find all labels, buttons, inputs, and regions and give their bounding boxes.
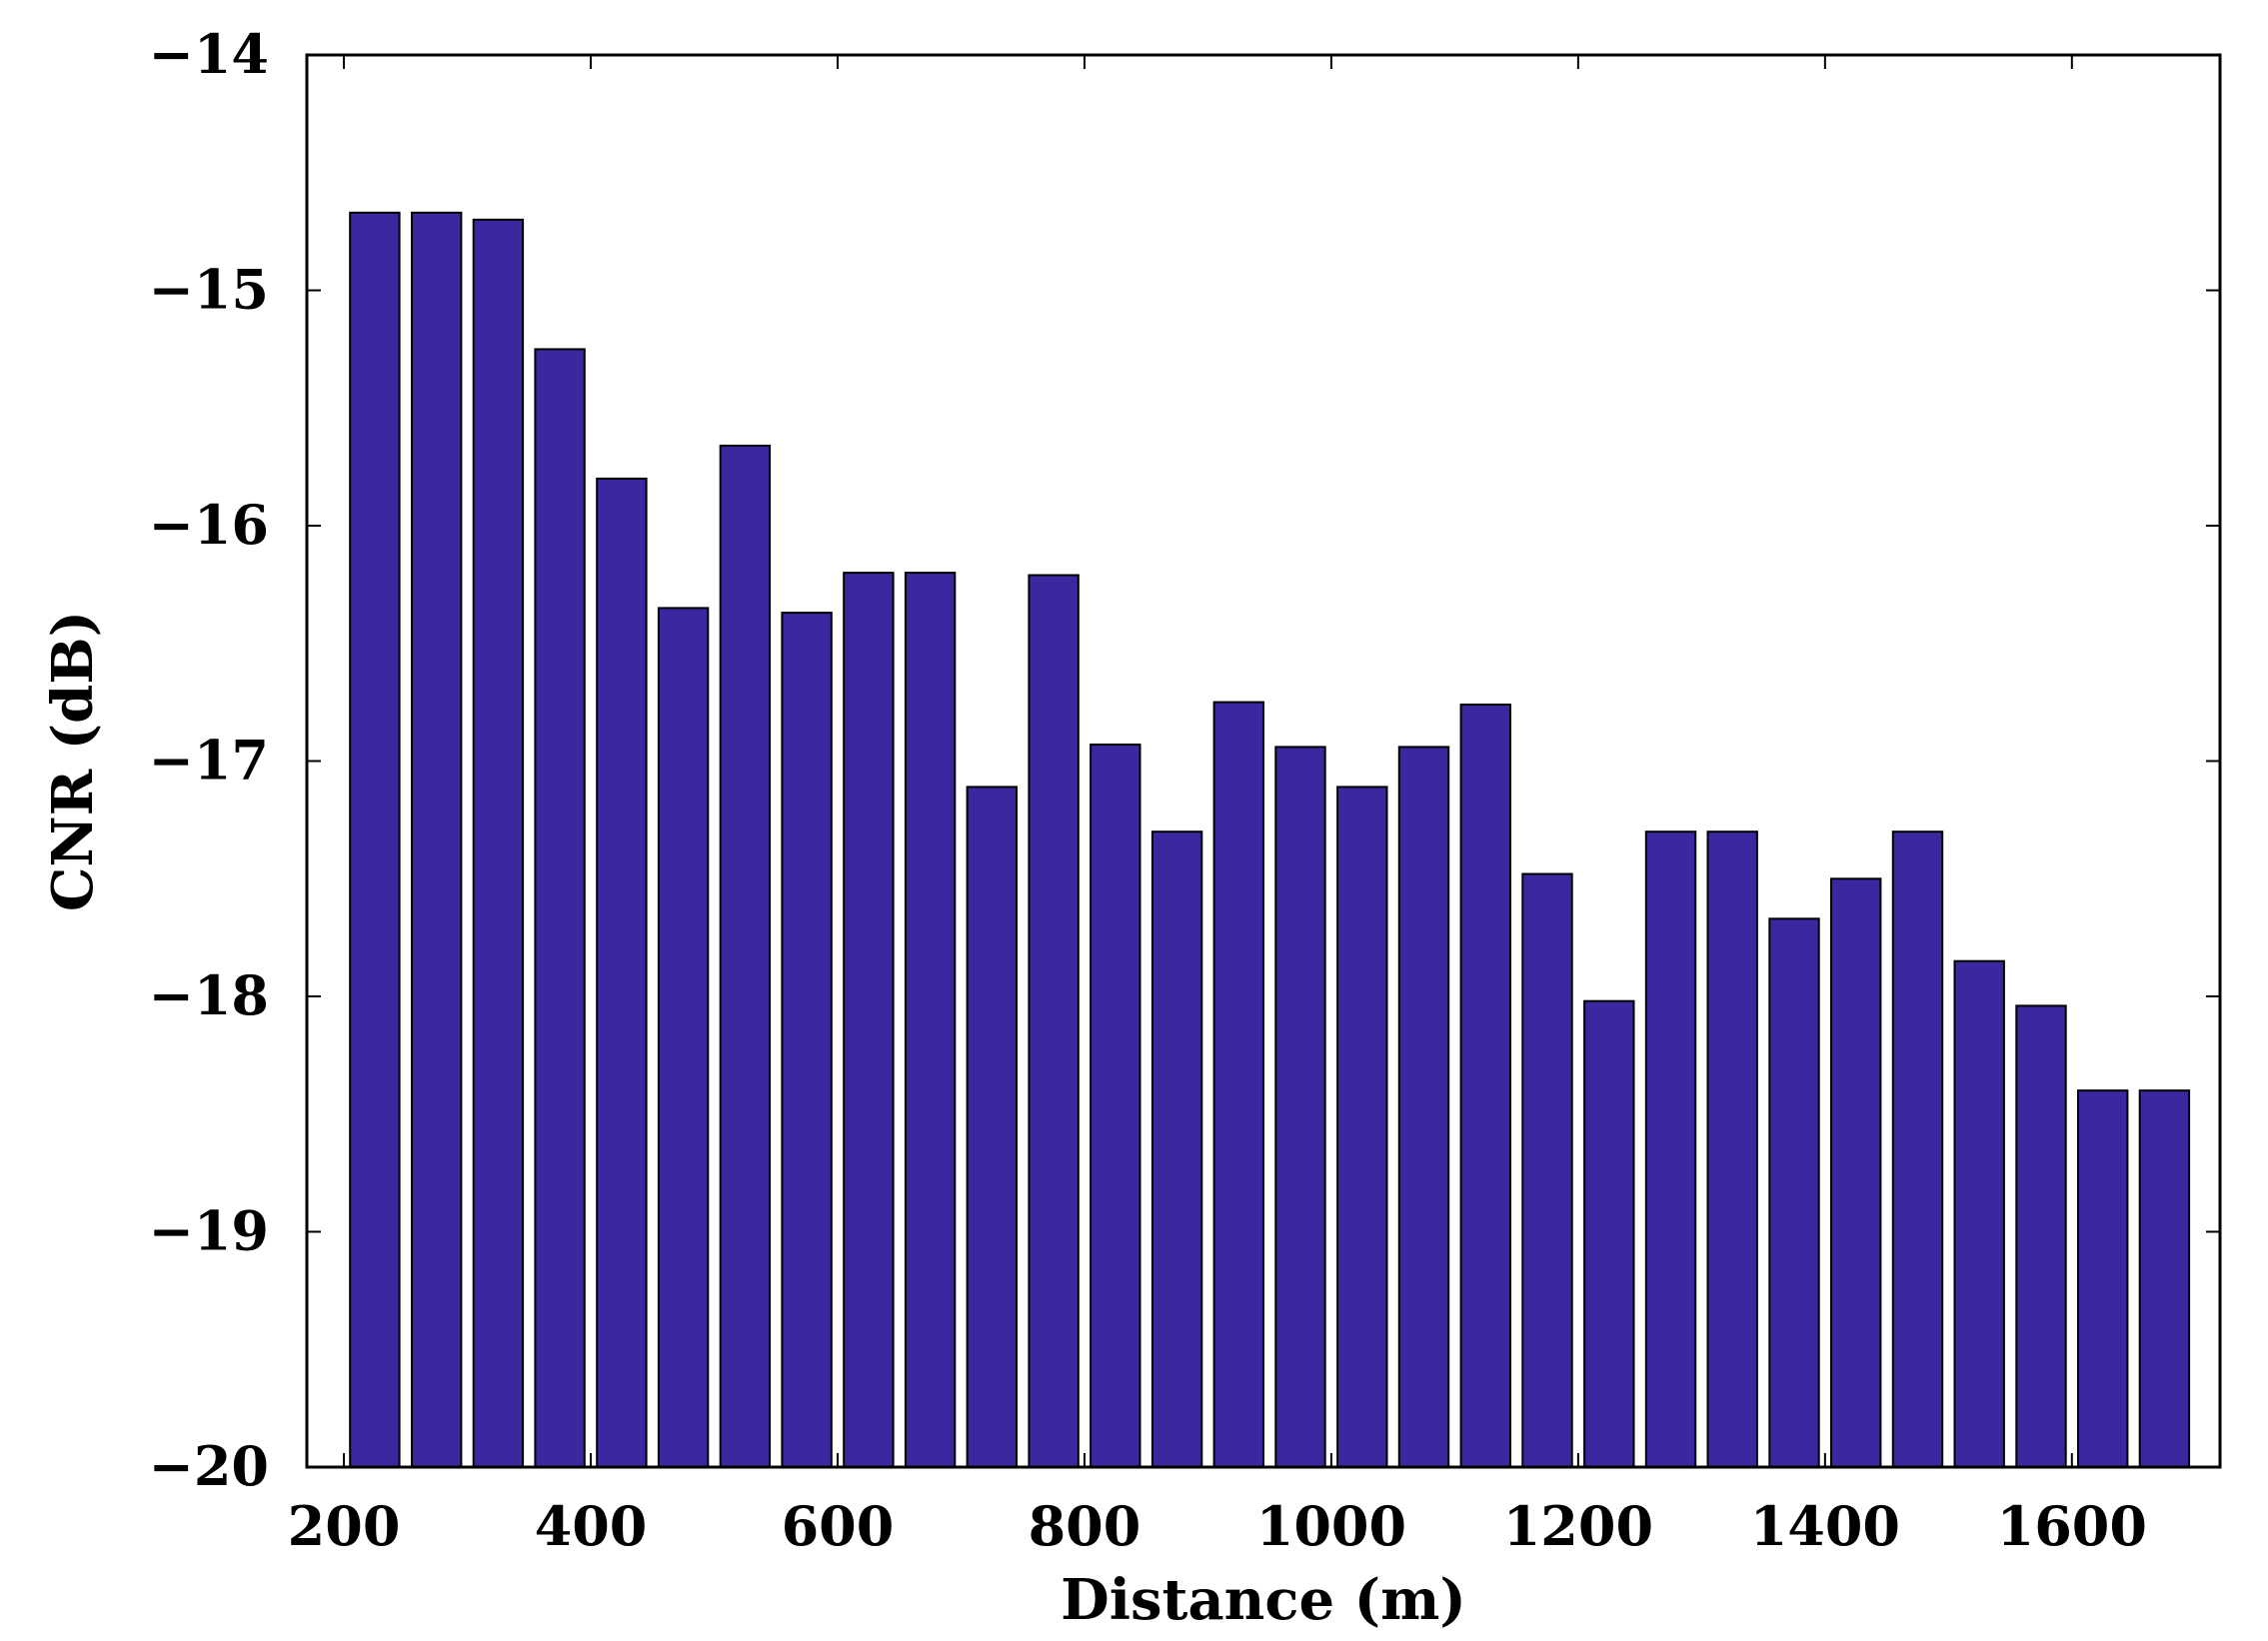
bar-625 bbox=[843, 572, 895, 1468]
y-tick-label: −17 bbox=[149, 729, 269, 793]
x-axis-title: Distance (m) bbox=[1061, 1567, 1466, 1633]
bar-1075 bbox=[1397, 746, 1450, 1468]
bar-1025 bbox=[1336, 786, 1388, 1468]
x-tick-label: 400 bbox=[535, 1494, 648, 1558]
bars-group bbox=[349, 211, 2191, 1469]
bar-1375 bbox=[1768, 917, 1820, 1468]
bar-1125 bbox=[1459, 704, 1511, 1468]
bar-325 bbox=[472, 218, 525, 1468]
bar-475 bbox=[657, 607, 710, 1468]
bar-725 bbox=[966, 786, 1018, 1468]
bar-425 bbox=[596, 477, 648, 1468]
bar-825 bbox=[1090, 744, 1141, 1468]
ticks-group bbox=[307, 54, 2220, 1468]
bar-1325 bbox=[1706, 830, 1758, 1468]
y-axis-title: CNR (dB) bbox=[40, 611, 106, 911]
bar-1675 bbox=[2138, 1089, 2191, 1468]
bar-375 bbox=[534, 348, 586, 1468]
bar-275 bbox=[411, 211, 463, 1468]
bar-775 bbox=[1028, 574, 1080, 1468]
x-tick-label: 800 bbox=[1029, 1494, 1141, 1558]
bar-1275 bbox=[1644, 830, 1697, 1468]
y-tick-label: −16 bbox=[149, 493, 269, 557]
bar-1625 bbox=[2077, 1089, 2129, 1468]
y-tick-label: −15 bbox=[149, 258, 269, 322]
y-tick-label: −19 bbox=[149, 1199, 269, 1263]
bar-1175 bbox=[1521, 872, 1573, 1468]
y-tick-labels: −20 −19 −18 −17 −16 −15 −14 bbox=[149, 22, 269, 1498]
x-tick-label: 1200 bbox=[1503, 1494, 1653, 1558]
bar-1525 bbox=[1953, 959, 2005, 1468]
bar-975 bbox=[1274, 746, 1326, 1468]
bar-1475 bbox=[1891, 830, 1944, 1468]
bar-925 bbox=[1212, 701, 1264, 1468]
bar-1575 bbox=[2015, 1004, 2067, 1469]
y-tick-label: −14 bbox=[149, 22, 269, 86]
x-tick-label: 1400 bbox=[1750, 1494, 1900, 1558]
y-tick-label: −20 bbox=[149, 1434, 269, 1498]
bar-225 bbox=[349, 211, 401, 1468]
bar-525 bbox=[719, 444, 772, 1468]
x-tick-label: 1600 bbox=[1997, 1494, 2147, 1558]
bar-1425 bbox=[1830, 877, 1882, 1469]
bar-575 bbox=[781, 612, 833, 1468]
x-tick-label: 200 bbox=[288, 1494, 401, 1558]
bar-675 bbox=[904, 572, 957, 1468]
x-tick-label: 1000 bbox=[1256, 1494, 1406, 1558]
bar-875 bbox=[1150, 830, 1203, 1468]
bar-1225 bbox=[1583, 999, 1635, 1468]
x-tick-labels: 200 400 600 800 1000 1200 1400 1600 bbox=[288, 1494, 2147, 1558]
y-tick-label: −18 bbox=[149, 963, 269, 1027]
x-tick-label: 600 bbox=[782, 1494, 895, 1558]
